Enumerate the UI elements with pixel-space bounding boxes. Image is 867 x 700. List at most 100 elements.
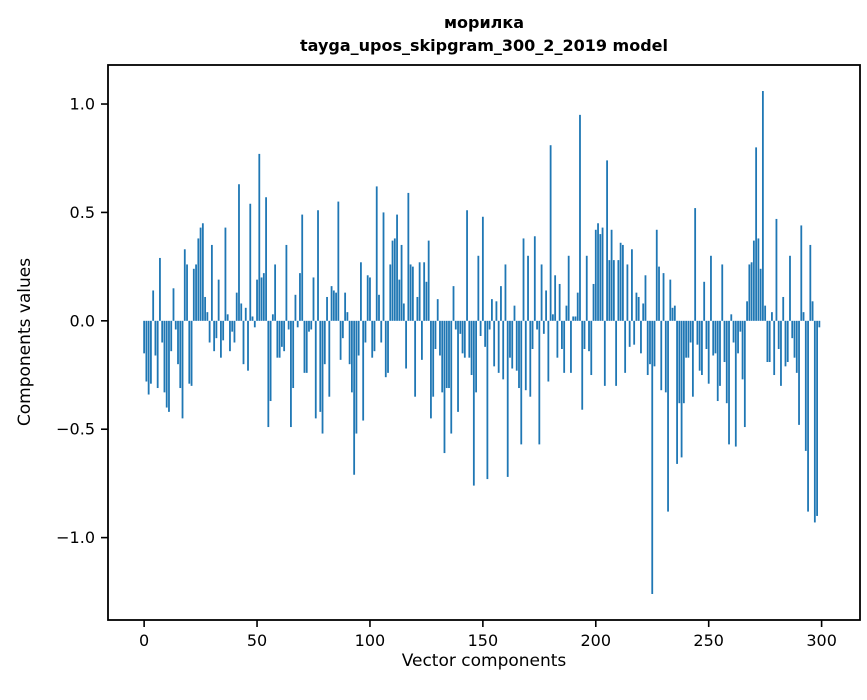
bar xyxy=(488,320,491,330)
bar xyxy=(524,320,527,391)
bar xyxy=(730,314,733,321)
bar xyxy=(603,320,606,386)
bar xyxy=(680,320,683,458)
bar xyxy=(725,320,728,404)
bar xyxy=(509,320,511,358)
bar xyxy=(398,279,401,321)
bar xyxy=(721,264,724,321)
bar xyxy=(143,320,146,354)
bar xyxy=(511,320,514,369)
bar xyxy=(777,320,780,349)
bar xyxy=(360,262,362,321)
bar xyxy=(454,320,457,330)
bar xyxy=(493,320,496,367)
bar xyxy=(701,320,703,376)
bar xyxy=(183,249,186,321)
bar xyxy=(434,320,437,349)
bar xyxy=(495,301,498,321)
bar xyxy=(594,229,597,321)
bar xyxy=(172,288,175,321)
bar xyxy=(649,320,651,365)
plot-border xyxy=(107,64,861,621)
bar xyxy=(696,320,699,345)
bar xyxy=(504,264,507,321)
bar xyxy=(323,320,326,365)
bar xyxy=(463,320,466,358)
bar xyxy=(477,255,480,321)
bar xyxy=(588,320,590,352)
bar xyxy=(396,214,398,321)
bar xyxy=(414,320,417,397)
bar xyxy=(389,264,392,321)
bar xyxy=(716,320,719,402)
bar xyxy=(177,320,179,365)
bar xyxy=(502,320,505,380)
bar xyxy=(644,275,647,321)
bar xyxy=(179,320,182,389)
bar xyxy=(188,320,191,384)
bar xyxy=(780,320,782,386)
bar xyxy=(662,273,665,321)
bar xyxy=(285,244,288,321)
bar xyxy=(549,145,552,321)
bar xyxy=(671,307,674,321)
bar xyxy=(287,320,290,330)
bar xyxy=(366,275,369,321)
bar xyxy=(418,262,421,321)
bar xyxy=(296,320,299,328)
bar xyxy=(540,264,543,321)
bar xyxy=(231,320,234,332)
bar xyxy=(393,238,396,321)
bar xyxy=(247,320,249,371)
bar xyxy=(292,320,295,389)
bar xyxy=(807,320,809,512)
bar xyxy=(362,320,365,421)
bar xyxy=(355,320,358,434)
bar xyxy=(400,244,403,321)
bar xyxy=(554,275,557,321)
bar xyxy=(520,320,523,445)
bar xyxy=(775,218,778,321)
bar xyxy=(561,320,563,349)
bar xyxy=(301,214,304,321)
bar xyxy=(631,249,633,321)
x-tick-label: 150 xyxy=(468,631,499,650)
bar xyxy=(319,320,322,412)
bar xyxy=(213,320,216,352)
x-tick-label: 200 xyxy=(581,631,612,650)
bar xyxy=(773,320,776,376)
bar xyxy=(215,320,218,339)
bar xyxy=(529,320,532,397)
bar xyxy=(723,320,726,363)
bar xyxy=(624,320,627,373)
bar xyxy=(262,273,265,321)
bar xyxy=(357,320,360,356)
bar xyxy=(452,286,455,321)
bar xyxy=(240,303,243,321)
bar xyxy=(170,320,173,352)
bar xyxy=(380,320,383,343)
bar xyxy=(506,320,509,477)
bar xyxy=(655,229,658,321)
bar xyxy=(678,320,681,404)
bar xyxy=(484,320,487,347)
bar xyxy=(192,268,195,321)
bar xyxy=(789,255,791,321)
bar xyxy=(545,290,547,321)
bar xyxy=(809,244,812,321)
bar xyxy=(664,320,667,393)
bar xyxy=(606,160,608,321)
y-tick-label: −1.0 xyxy=(56,528,95,547)
bar xyxy=(813,320,816,523)
bar xyxy=(673,305,676,321)
bar xyxy=(147,320,150,395)
bar xyxy=(734,320,737,447)
bar xyxy=(719,320,721,386)
bar xyxy=(332,290,335,321)
bar xyxy=(256,279,258,321)
bar xyxy=(145,320,148,382)
bar xyxy=(658,266,660,321)
bar xyxy=(687,320,690,358)
bar xyxy=(601,227,604,321)
